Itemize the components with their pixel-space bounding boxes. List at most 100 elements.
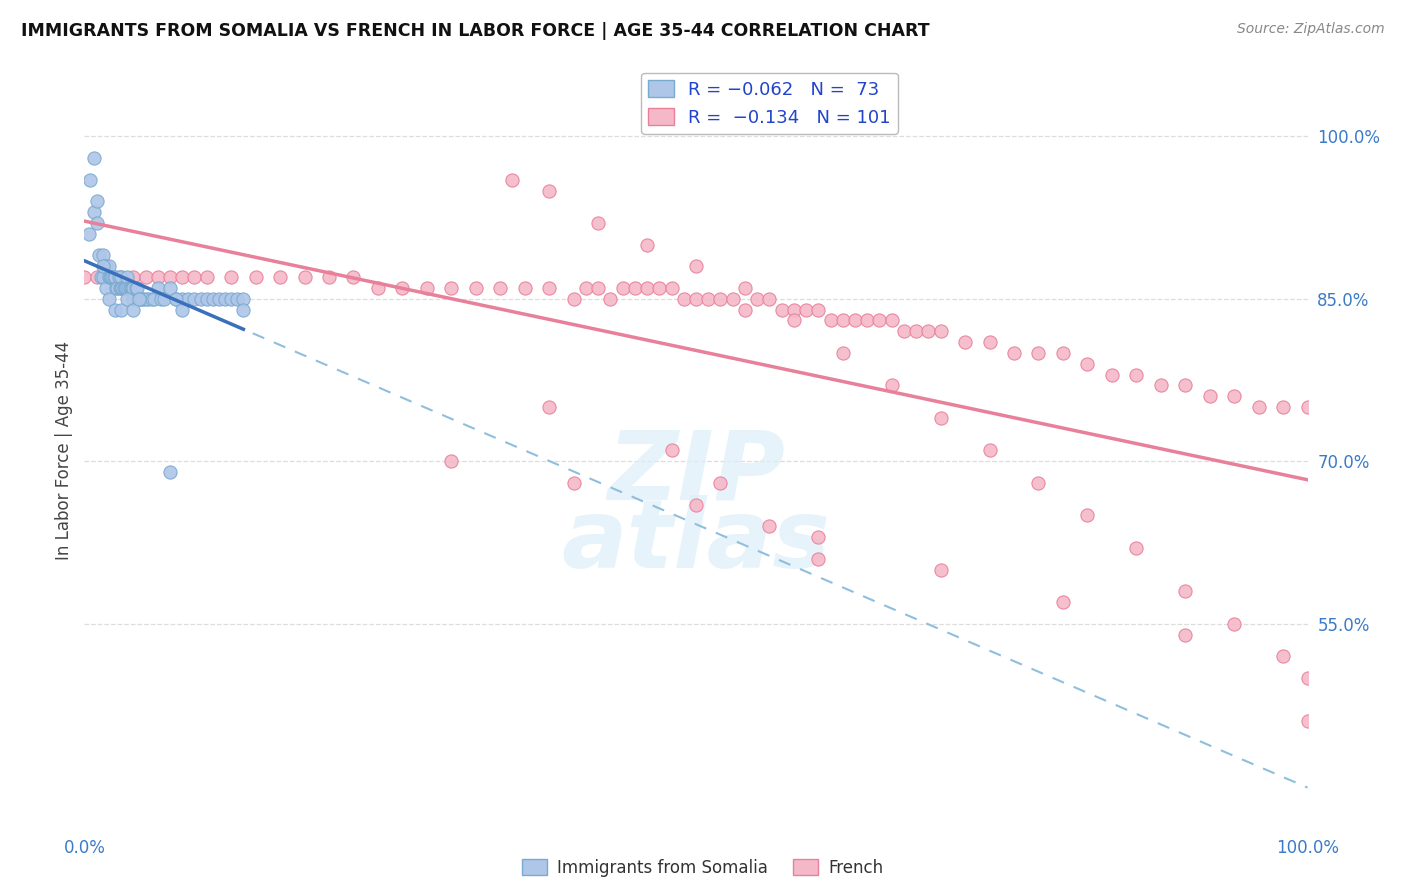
Point	[1101, 368, 1123, 382]
Point	[232, 292, 254, 306]
Point	[110, 270, 132, 285]
Point	[146, 270, 169, 285]
Point	[108, 281, 131, 295]
Point	[807, 530, 830, 544]
Point	[153, 292, 176, 306]
Point	[115, 281, 138, 295]
Point	[115, 292, 138, 306]
Point	[159, 270, 181, 285]
Point	[734, 281, 756, 295]
Point	[464, 281, 486, 295]
Point	[125, 281, 148, 295]
Point	[929, 411, 952, 425]
Point	[807, 551, 830, 566]
Point	[893, 324, 915, 338]
Point	[747, 292, 769, 306]
Point	[697, 292, 720, 306]
Point	[636, 237, 658, 252]
Point	[661, 443, 683, 458]
Point	[165, 292, 187, 306]
Point	[807, 302, 830, 317]
Point	[143, 292, 166, 306]
Point	[538, 400, 561, 414]
Point	[342, 270, 364, 285]
Point	[214, 292, 236, 306]
Point	[831, 313, 853, 327]
Point	[1223, 616, 1246, 631]
Point	[83, 151, 105, 165]
Legend: Immigrants from Somalia, French: Immigrants from Somalia, French	[516, 853, 890, 884]
Point	[73, 270, 96, 285]
Point	[1198, 389, 1220, 403]
Point	[195, 270, 218, 285]
Point	[709, 475, 731, 490]
Point	[177, 292, 200, 306]
Point	[115, 270, 138, 285]
Point	[129, 292, 152, 306]
Legend: R = −0.062   N =  73, R =  −0.134   N = 101: R = −0.062 N = 73, R = −0.134 N = 101	[641, 73, 897, 134]
Point	[91, 270, 114, 285]
Point	[502, 172, 524, 186]
Point	[159, 281, 181, 295]
Point	[1052, 346, 1074, 360]
Point	[709, 292, 731, 306]
Point	[599, 292, 621, 306]
Point	[146, 281, 169, 295]
Point	[770, 302, 793, 317]
Point	[1174, 584, 1197, 599]
Point	[416, 281, 439, 295]
Point	[1296, 671, 1319, 685]
Point	[1076, 357, 1098, 371]
Point	[1150, 378, 1173, 392]
Point	[136, 292, 159, 306]
Point	[93, 260, 115, 274]
Point	[232, 302, 254, 317]
Point	[121, 281, 143, 295]
Point	[128, 292, 150, 306]
Y-axis label: In Labor Force | Age 35-44: In Labor Force | Age 35-44	[55, 341, 73, 560]
Point	[538, 184, 561, 198]
Point	[269, 270, 291, 285]
Point	[1247, 400, 1270, 414]
Point	[672, 292, 695, 306]
Point	[141, 292, 163, 306]
Text: atlas: atlas	[561, 495, 831, 588]
Point	[1223, 389, 1246, 403]
Point	[83, 205, 105, 219]
Point	[489, 281, 512, 295]
Point	[122, 302, 145, 317]
Point	[122, 281, 145, 295]
Point	[783, 302, 806, 317]
Point	[97, 292, 120, 306]
Point	[1272, 400, 1295, 414]
Point	[1125, 541, 1147, 555]
Point	[105, 281, 128, 295]
Point	[90, 270, 112, 285]
Point	[562, 475, 585, 490]
Point	[758, 519, 780, 533]
Point	[880, 313, 903, 327]
Point	[685, 292, 707, 306]
Point	[1028, 346, 1050, 360]
Point	[96, 260, 118, 274]
Point	[685, 498, 707, 512]
Point	[586, 281, 609, 295]
Point	[77, 227, 100, 241]
Point	[586, 216, 609, 230]
Point	[111, 281, 134, 295]
Point	[721, 292, 744, 306]
Point	[1296, 714, 1319, 729]
Point	[86, 270, 108, 285]
Point	[880, 378, 903, 392]
Point	[97, 260, 120, 274]
Point	[820, 313, 842, 327]
Point	[1125, 368, 1147, 382]
Point	[953, 335, 976, 350]
Point	[112, 281, 135, 295]
Point	[87, 248, 110, 262]
Point	[562, 292, 585, 306]
Point	[1272, 649, 1295, 664]
Point	[79, 172, 101, 186]
Point	[636, 281, 658, 295]
Point	[190, 292, 212, 306]
